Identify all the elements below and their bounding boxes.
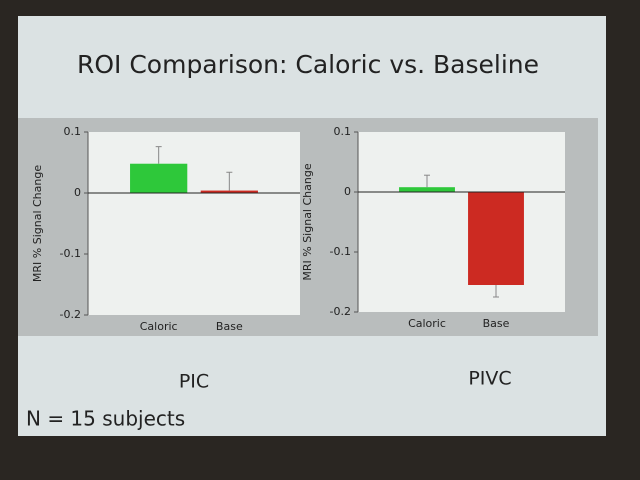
y-tick-label: 0	[74, 186, 81, 199]
y-axis-label: MRI % Signal Change	[31, 165, 44, 282]
chart-title: PIC	[179, 371, 209, 393]
bar	[399, 187, 455, 192]
y-axis-label: MRI % Signal Change	[301, 163, 314, 280]
bar	[468, 192, 524, 285]
plot-area	[358, 132, 565, 312]
x-tick-label: Caloric	[140, 320, 178, 333]
bar	[130, 163, 188, 193]
slide-title: ROI Comparison: Caloric vs. Baseline	[77, 50, 539, 79]
bar	[200, 190, 258, 193]
chart-title: PIVC	[468, 368, 511, 390]
x-tick-label: Caloric	[408, 317, 446, 330]
plot-area	[88, 132, 300, 315]
y-tick-label: 0	[344, 185, 351, 198]
x-tick-label: Base	[483, 317, 510, 330]
y-tick-label: -0.1	[60, 247, 81, 260]
y-tick-label: -0.2	[60, 308, 81, 321]
y-tick-label: 0.1	[334, 125, 352, 138]
y-tick-label: 0.1	[64, 125, 82, 138]
slide-note: N = 15 subjects	[26, 407, 185, 431]
y-tick-label: -0.1	[330, 245, 351, 258]
x-tick-label: Base	[216, 320, 243, 333]
y-tick-label: -0.2	[330, 305, 351, 318]
